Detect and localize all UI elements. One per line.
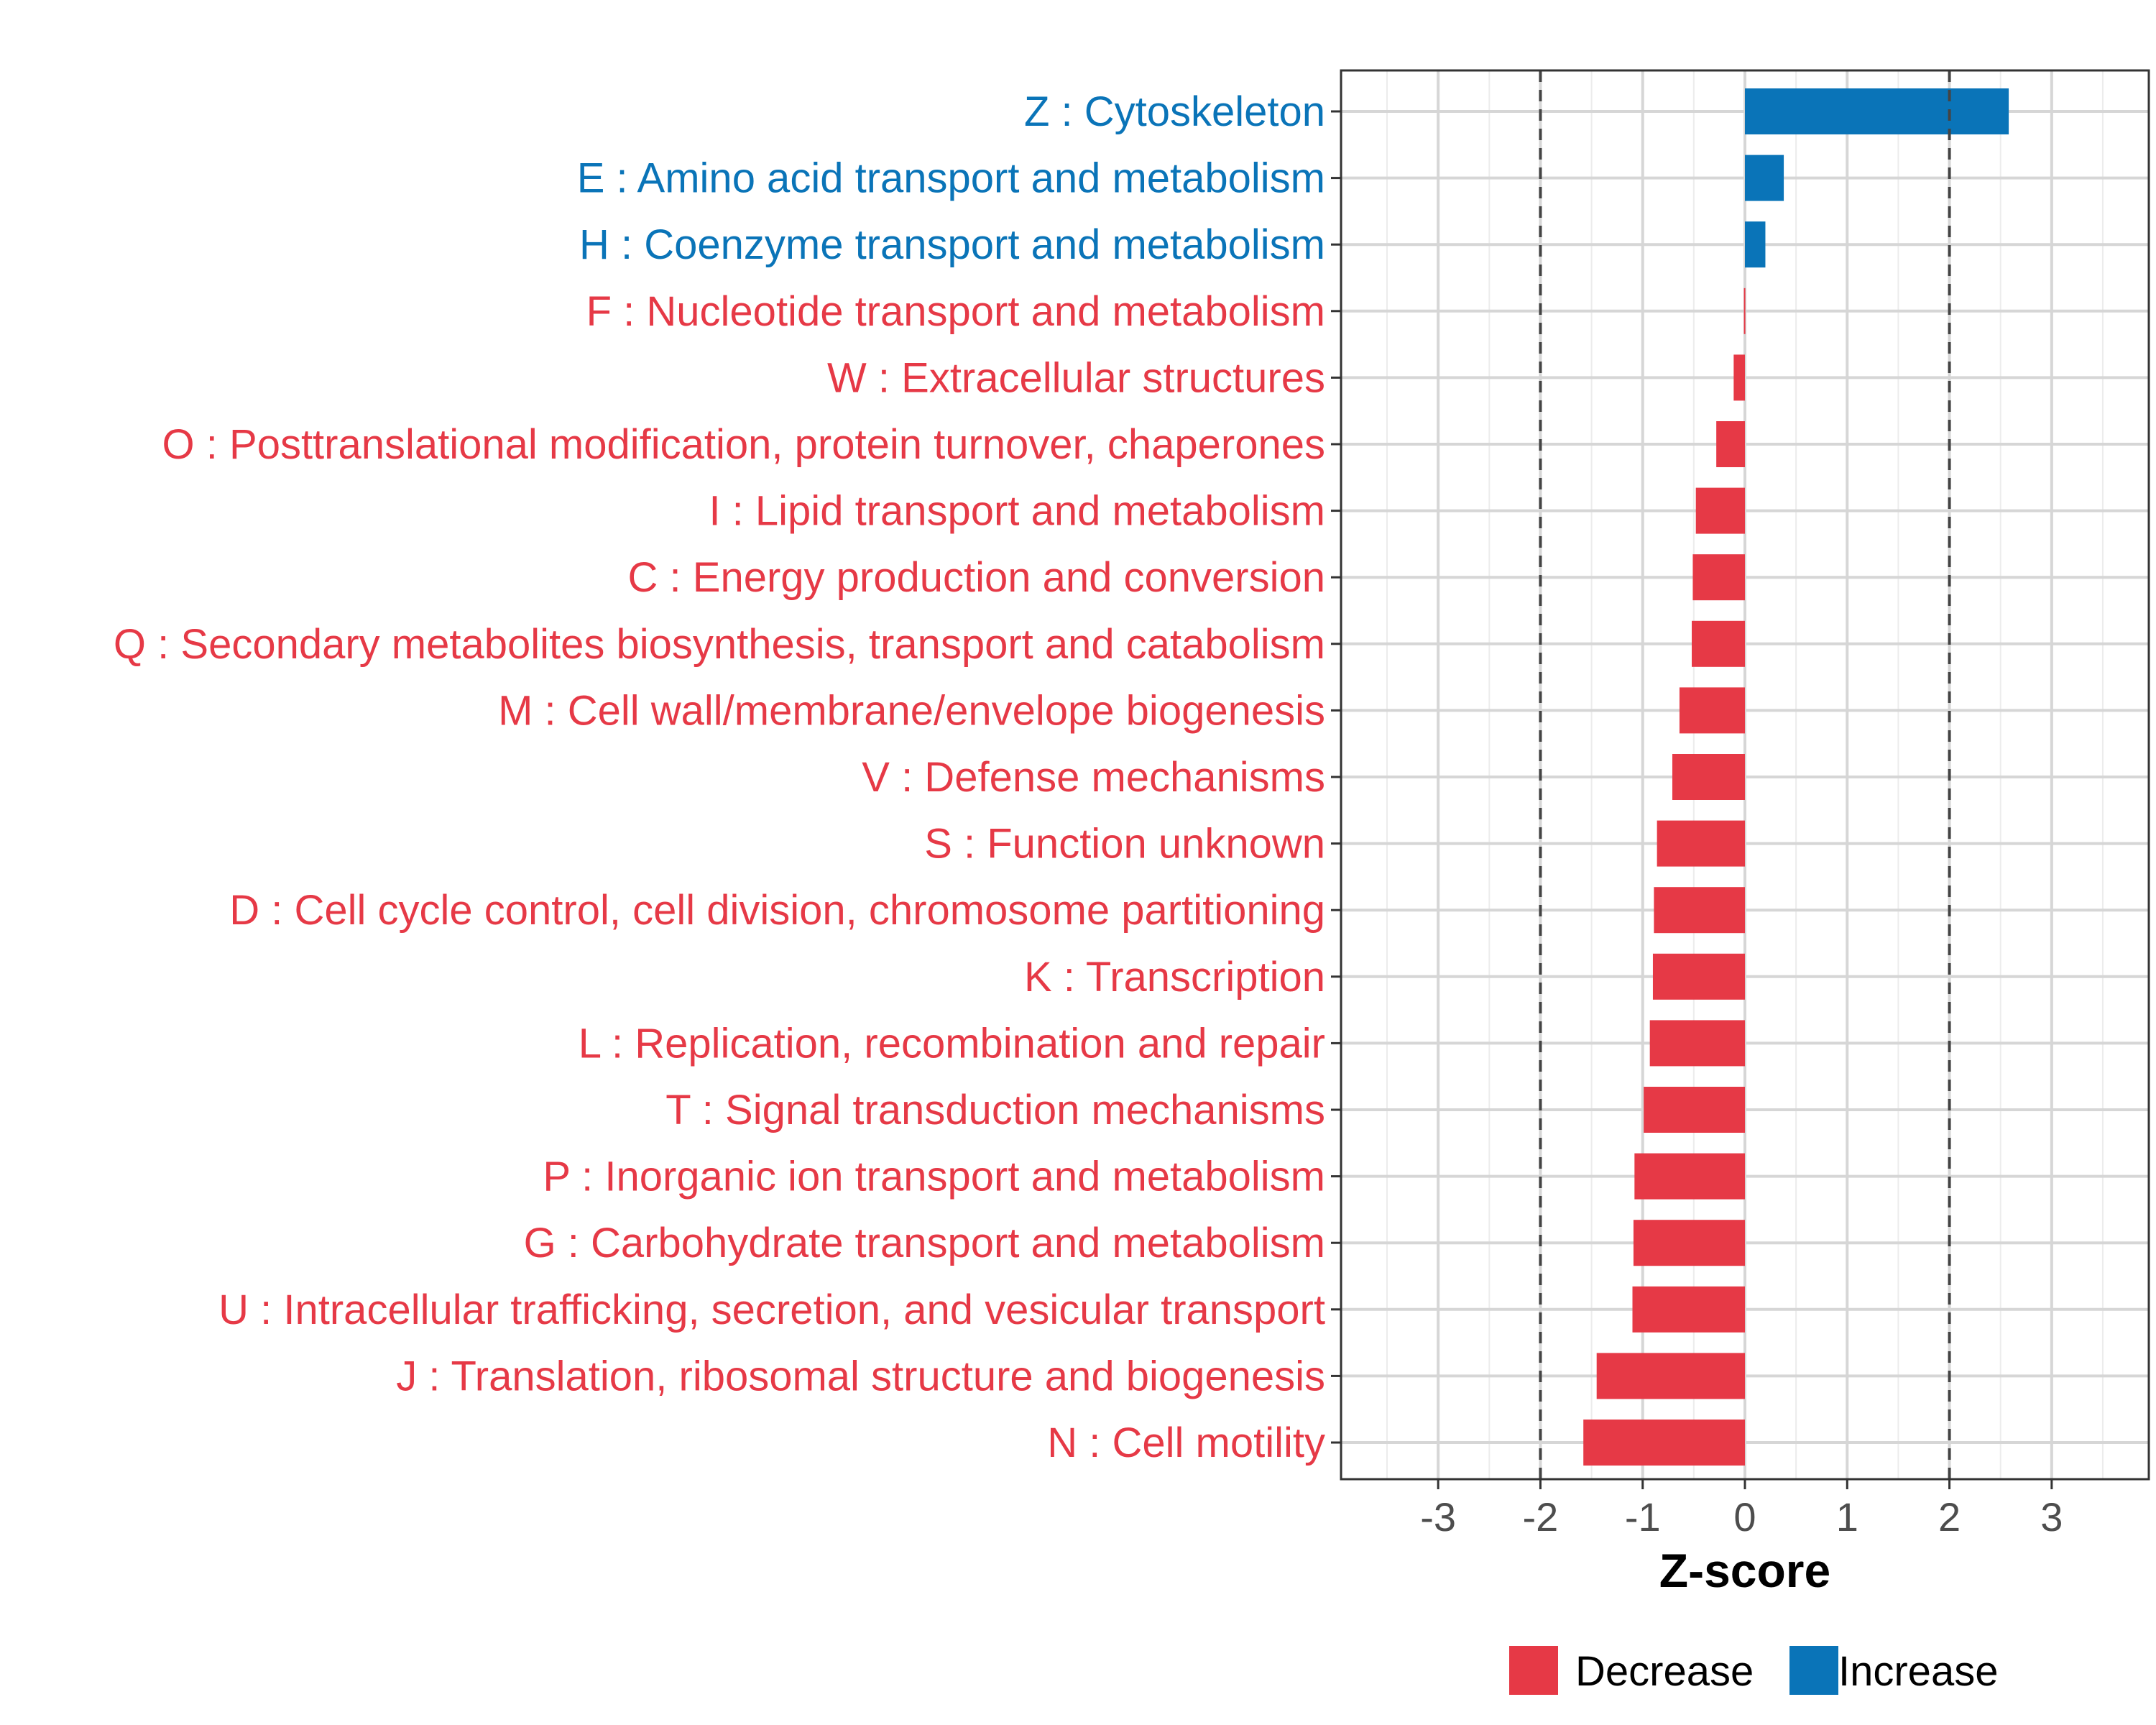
category-label: L : Replication, recombination and repai… xyxy=(579,1020,1325,1067)
bar-h-increase xyxy=(1745,221,1766,268)
category-label: P : Inorganic ion transport and metaboli… xyxy=(543,1154,1325,1200)
bar-j-decrease xyxy=(1596,1353,1745,1399)
category-label: Z : Cytoskeleton xyxy=(1024,88,1325,135)
bar-q-decrease xyxy=(1692,620,1745,667)
category-label: J : Translation, ribosomal structure and… xyxy=(396,1353,1325,1399)
category-label: W : Extracellular structures xyxy=(827,354,1325,401)
category-label: T : Signal transduction mechanisms xyxy=(665,1087,1325,1133)
x-tick-label: 0 xyxy=(1733,1494,1756,1540)
bar-c-decrease xyxy=(1692,554,1745,601)
category-label: M : Cell wall/membrane/envelope biogenes… xyxy=(498,687,1325,734)
category-label: D : Cell cycle control, cell division, c… xyxy=(229,887,1325,934)
bar-f-decrease xyxy=(1743,288,1746,334)
bar-p-decrease xyxy=(1634,1153,1745,1200)
bar-u-decrease xyxy=(1632,1286,1745,1333)
x-axis-ticks xyxy=(1437,1479,2053,1489)
category-label: S : Function unknown xyxy=(924,821,1325,868)
x-tick-label: 1 xyxy=(1836,1494,1858,1540)
x-tick-label: -3 xyxy=(1420,1494,1456,1540)
bar-v-decrease xyxy=(1672,754,1745,800)
category-label: Q : Secondary metabolites biosynthesis, … xyxy=(114,621,1325,668)
x-axis-tick-labels: -3 -2 -1 0 1 2 3 xyxy=(1420,1494,2063,1540)
legend: Decrease Increase xyxy=(1509,1646,1998,1695)
bar-s-decrease xyxy=(1657,820,1745,867)
bar-w-decrease xyxy=(1733,354,1745,401)
reference-lines xyxy=(1539,70,1951,1479)
x-axis-title: Z-score xyxy=(1659,1544,1830,1597)
bar-g-decrease xyxy=(1633,1220,1745,1266)
bars xyxy=(1583,88,2009,1466)
y-axis-ticks xyxy=(1331,110,1341,1444)
bar-l-decrease xyxy=(1649,1020,1745,1067)
bar-d-decrease xyxy=(1654,887,1745,934)
x-tick-label: -1 xyxy=(1625,1494,1661,1540)
x-tick-label: -2 xyxy=(1523,1494,1559,1540)
category-label: F : Nucleotide transport and metabolism xyxy=(586,288,1325,335)
category-label: I : Lipid transport and metabolism xyxy=(709,488,1325,535)
bar-e-increase xyxy=(1745,155,1784,201)
category-label: N : Cell motility xyxy=(1047,1420,1325,1466)
bar-n-decrease xyxy=(1583,1420,1745,1466)
category-label: C : Energy production and conversion xyxy=(628,554,1325,601)
category-label: V : Defense mechanisms xyxy=(862,754,1325,801)
category-label: U : Intracellular trafficking, secretion… xyxy=(218,1287,1325,1333)
y-axis-labels: Z : Cytoskeleton E : Amino acid transport… xyxy=(114,88,1325,1466)
bar-o-decrease xyxy=(1716,421,1745,467)
bar-z-increase xyxy=(1745,88,2009,134)
legend-swatch-increase xyxy=(1789,1646,1838,1695)
category-label: K : Transcription xyxy=(1024,954,1325,1000)
bar-i-decrease xyxy=(1695,487,1745,534)
x-tick-label: 2 xyxy=(1938,1494,1961,1540)
legend-swatch-decrease xyxy=(1509,1646,1558,1695)
category-label: G : Carbohydrate transport and metabolis… xyxy=(524,1220,1325,1266)
bar-m-decrease xyxy=(1679,687,1745,734)
category-label: H : Coenzyme transport and metabolism xyxy=(579,221,1325,268)
bar-k-decrease xyxy=(1652,953,1745,1000)
legend-label-increase: Increase xyxy=(1838,1648,1998,1695)
legend-label-decrease: Decrease xyxy=(1575,1648,1754,1695)
category-label: O : Posttranslational modification, prot… xyxy=(162,421,1325,468)
x-tick-label: 3 xyxy=(2040,1494,2063,1540)
bar-t-decrease xyxy=(1644,1087,1745,1133)
category-label: E : Amino acid transport and metabolism xyxy=(577,155,1325,202)
